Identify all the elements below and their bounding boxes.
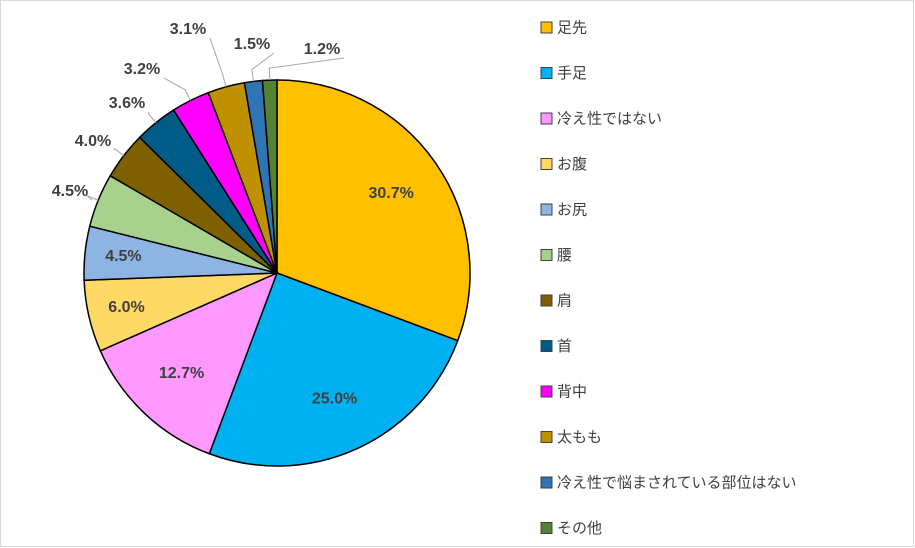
data-label: 1.5% — [234, 36, 270, 53]
data-label: 4.5% — [105, 248, 141, 265]
leader-line — [268, 57, 345, 81]
legend-swatch — [540, 385, 553, 398]
legend-swatch — [540, 203, 553, 216]
legend-label: 背中 — [557, 383, 587, 401]
legend-swatch — [540, 431, 553, 443]
leader-line — [209, 37, 227, 87]
data-label: 1.2% — [304, 41, 340, 58]
legend-label: 腰 — [557, 246, 572, 264]
leader-line — [163, 77, 191, 101]
legend-label: 手足 — [557, 64, 587, 82]
pie-slice — [99, 271, 279, 455]
data-label: 6.0% — [108, 299, 144, 316]
legend-swatch — [540, 112, 553, 125]
leader-line — [147, 111, 157, 124]
legend-swatch — [540, 158, 553, 170]
data-label: 3.1% — [170, 21, 206, 38]
pie-slice — [208, 272, 459, 467]
data-label: 12.7% — [159, 365, 204, 382]
data-label: 30.7% — [369, 185, 414, 202]
legend-label: その他 — [557, 519, 602, 537]
legend-label: 足先 — [557, 19, 587, 37]
data-label: 25.0% — [312, 391, 357, 408]
data-label: 3.6% — [109, 95, 145, 112]
leader-line — [113, 147, 125, 157]
leader-line — [86, 195, 99, 201]
legend-label: 太もも — [557, 428, 602, 446]
legend-swatch — [540, 67, 553, 79]
legend-swatch — [540, 21, 553, 34]
legend-swatch — [540, 522, 553, 534]
data-label: 3.2% — [124, 61, 160, 78]
data-label: 4.0% — [75, 133, 111, 150]
data-label: 4.5% — [52, 183, 88, 200]
legend-label: 冷え性で悩まされている部位はない — [557, 474, 797, 492]
leader-line — [251, 52, 275, 82]
legend-label: お尻 — [557, 201, 587, 219]
legend-label: 肩 — [557, 292, 572, 310]
pie-slice — [276, 79, 471, 342]
legend-swatch — [540, 294, 553, 307]
legend-label: お腹 — [557, 155, 587, 173]
legend-label: 首 — [557, 337, 572, 355]
legend-swatch — [540, 476, 553, 489]
legend-label: 冷え性ではない — [557, 110, 662, 128]
legend-swatch — [540, 249, 553, 261]
legend-swatch — [540, 340, 553, 352]
